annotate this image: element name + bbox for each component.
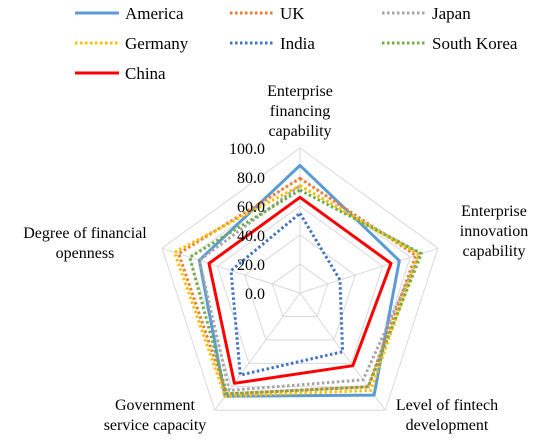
grid-spoke <box>161 247 301 294</box>
axis-label: Enterprise innovation capability <box>460 203 528 260</box>
grid-ring <box>216 205 384 364</box>
legend-item: UK <box>230 4 305 23</box>
tick-label: 40.0 <box>237 228 265 245</box>
series-america <box>197 163 401 398</box>
legend-label: India <box>280 34 315 53</box>
axis-label: Government service capacity <box>104 397 207 434</box>
radar-series <box>173 163 423 398</box>
series-india <box>229 211 345 377</box>
legend-label: UK <box>280 4 305 23</box>
legend-label: Germany <box>125 34 189 53</box>
legend-label: Japan <box>432 4 471 23</box>
tick-label: 80.0 <box>237 170 265 187</box>
tick-label: 100.0 <box>229 141 265 158</box>
legend-item: India <box>230 34 315 53</box>
legend-label: China <box>125 64 166 83</box>
radar-grid <box>161 147 439 411</box>
legend-item: China <box>75 64 166 83</box>
tick-label: 20.0 <box>237 257 265 274</box>
legend-item: Germany <box>75 34 189 53</box>
axis-labels: Enterprise financing capability Enterprise i… <box>23 83 528 434</box>
tick-label: 0.0 <box>245 286 265 303</box>
axis-label: Level of fintech development <box>396 397 498 434</box>
tick-label: 60.0 <box>237 199 265 216</box>
legend-label: America <box>125 4 184 23</box>
legend: America UK Japan Germany India South Korea Chi… <box>75 4 518 83</box>
grid-ring <box>244 234 356 341</box>
grid-ring <box>161 147 439 411</box>
series-south-korea <box>188 188 423 396</box>
legend-item: South Korea <box>382 34 518 53</box>
radial-tick-labels: 0.0 20.0 40.0 60.0 80.0 100.0 <box>229 141 265 303</box>
grid-ring <box>271 263 329 317</box>
legend-label: South Korea <box>432 34 518 53</box>
axis-label: Enterprise financing capability <box>267 83 333 140</box>
legend-item: Japan <box>382 4 471 23</box>
legend-item: America <box>75 4 184 23</box>
series-china <box>207 195 393 385</box>
grid-spoke <box>299 247 439 294</box>
grid-ring <box>189 176 411 388</box>
axis-label: Degree of financial openness <box>23 225 147 262</box>
